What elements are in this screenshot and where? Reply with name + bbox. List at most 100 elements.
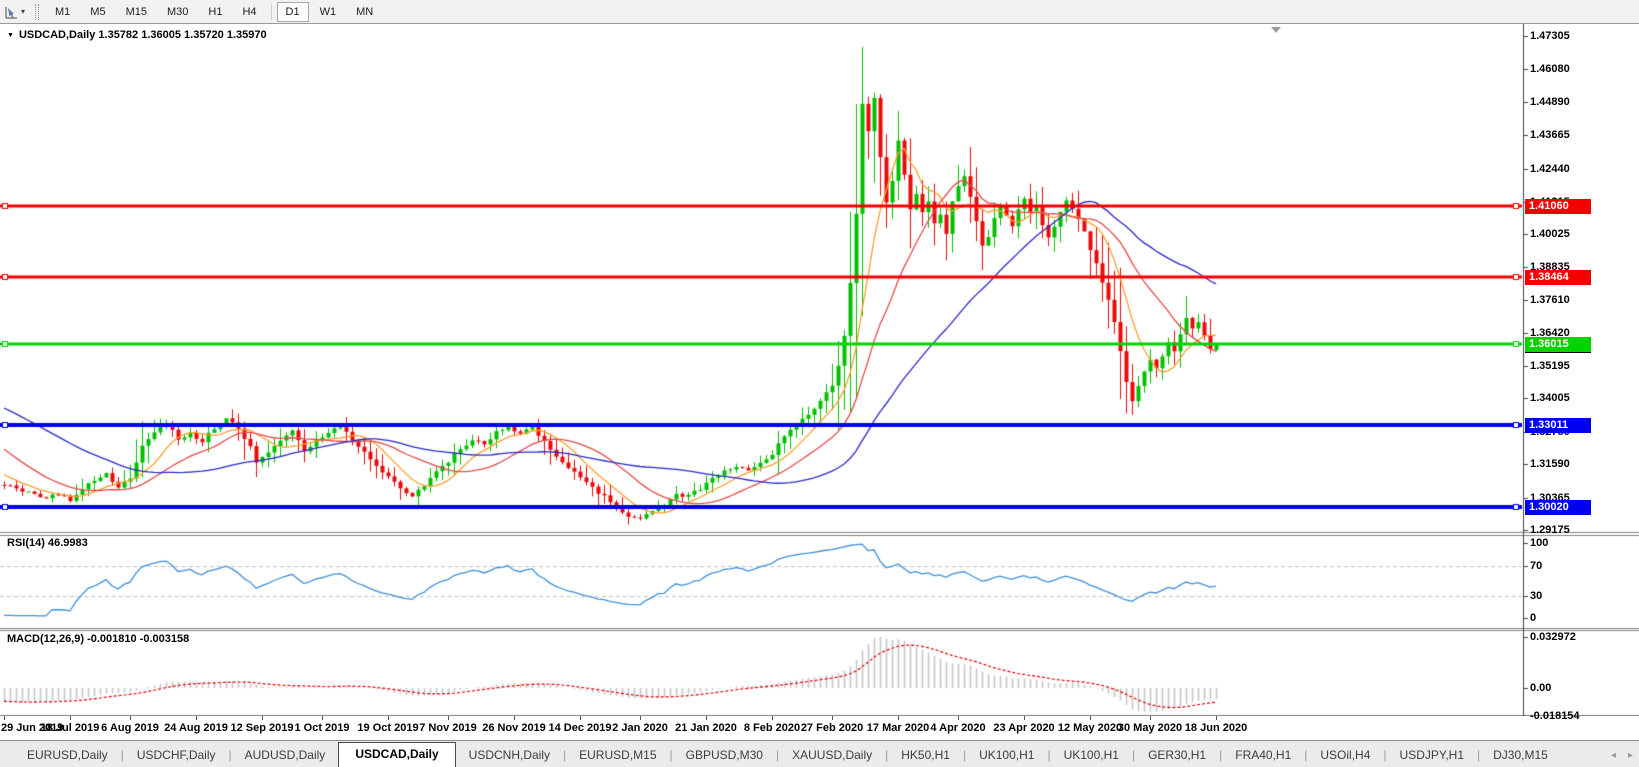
chart-tab-usdchf-daily[interactable]: USDCHF,Daily [136, 748, 216, 762]
tab-scroll-right-icon[interactable]: ▸ [1627, 750, 1633, 761]
price-tick-label: 1.31590 [1530, 458, 1570, 471]
time-tick [1216, 716, 1217, 720]
time-tick [772, 716, 773, 720]
chart-tab-uk100-h1[interactable]: UK100,H1 [979, 748, 1035, 762]
date-tick-label: 14 Dec 2019 [548, 722, 612, 734]
price-chart-canvas[interactable] [0, 24, 1639, 716]
timeframe-button-w1[interactable]: W1 [319, 5, 337, 18]
chart-tab-audusd-daily[interactable]: AUDUSD,Daily [244, 748, 326, 762]
date-tick-label: 7 Nov 2019 [419, 722, 477, 734]
rsi-indicator-label: RSI(14) 46.9983 [7, 537, 88, 549]
chart-title-text: USDCAD,Daily 1.35782 1.36005 1.35720 1.3… [18, 29, 267, 41]
date-tick-label: 19 Oct 2019 [357, 722, 419, 734]
tab-separator: | [775, 748, 780, 762]
chart-tab-hk50-h1[interactable]: HK50,H1 [901, 748, 950, 762]
date-tick-label: 26 Nov 2019 [482, 722, 546, 734]
hline-price-label[interactable]: 1.30020 [1525, 499, 1591, 515]
chart-tab-ger30-h1[interactable]: GER30,H1 [1148, 748, 1207, 762]
toolbar-grip[interactable] [35, 3, 40, 20]
date-tick-label: 8 Feb 2020 [743, 722, 801, 734]
time-tick [640, 716, 641, 720]
tab-separator: | [1304, 748, 1308, 762]
title-dropdown-icon[interactable]: ▼ [7, 31, 14, 39]
hline-price-label[interactable]: 1.41060 [1525, 199, 1591, 215]
time-tick [130, 716, 131, 720]
chart-tab-usdcnh-daily[interactable]: USDCNH,Daily [468, 748, 551, 762]
rsi-tick-label: 100 [1530, 537, 1549, 549]
chart-tab-usoil-h4[interactable]: USOil,H4 [1320, 748, 1371, 762]
chart-tabs-bar: EURUSD,Daily | USDCHF,Daily | AUDUSD,Daily US… [0, 740, 1639, 767]
time-axis: 29 Jun 2019 18 Jul 2019 6 Aug 2019 24 Aug 2… [0, 716, 1639, 740]
rsi-tick-label: 70 [1530, 559, 1543, 572]
hline-price-label[interactable]: 1.36015 [1525, 336, 1591, 352]
date-tick-label: 1 Oct 2019 [294, 722, 350, 734]
chart-tab-fra40-h1[interactable]: FRA40,H1 [1235, 748, 1292, 762]
date-tick-label: 12 Sep 2019 [230, 722, 294, 734]
chart-tab-dj30-m15[interactable]: DJ30,M15 [1493, 748, 1548, 762]
dropdown-caret-icon[interactable]: ▾ [21, 7, 26, 16]
price-tick-label: 1.35195 [1530, 359, 1570, 372]
date-tick-label: 18 Jul 2019 [40, 722, 100, 734]
tab-separator: | [962, 748, 967, 762]
price-tick-label: 1.40025 [1530, 228, 1570, 241]
tab-separator: | [228, 748, 232, 762]
chart-title: ▼ USDCAD,Daily 1.35782 1.36005 1.35720 1… [7, 29, 267, 41]
timeframe-toolbar: ▾ M1 M5 M15 M30 H1 H4 D1 W1 MN [0, 0, 1639, 24]
tab-separator: | [1131, 748, 1136, 762]
chart-tab-xauusd-daily[interactable]: XAUUSD,Daily [792, 748, 873, 762]
chart-tab-gbpusd-m30[interactable]: GBPUSD,M30 [685, 748, 763, 762]
timeframe-button-mn[interactable]: MN [356, 5, 374, 18]
price-tick-label: 1.38835 [1530, 260, 1570, 273]
price-tick-label: 1.47305 [1530, 30, 1570, 42]
time-tick [1150, 716, 1151, 720]
chart-tab-uk100-h1[interactable]: UK100,H1 [1063, 748, 1119, 762]
tab-separator: | [1383, 748, 1387, 762]
timeframe-button-h4[interactable]: H4 [242, 5, 257, 18]
time-tick [196, 716, 197, 720]
time-tick [898, 716, 899, 720]
time-tick [514, 716, 515, 720]
time-tick [1090, 716, 1091, 720]
tab-separator: | [120, 748, 124, 762]
tab-separator: | [1219, 748, 1223, 762]
price-tick-label: 1.36420 [1530, 326, 1570, 339]
price-tick-label: 1.42440 [1530, 162, 1570, 175]
price-tick-label: 1.44890 [1530, 95, 1570, 108]
time-tick [580, 716, 581, 720]
tab-scroll-left-icon[interactable]: ◂ [1610, 750, 1616, 761]
tab-separator: | [885, 748, 889, 762]
timeframe-button-m1[interactable]: M1 [55, 5, 71, 18]
date-tick-label: 6 Aug 2019 [101, 722, 159, 734]
date-tick-label: 30 May 2020 [1117, 722, 1183, 734]
time-tick [262, 716, 263, 720]
tab-separator: | [669, 748, 673, 762]
timeframe-button-d1[interactable]: D1 [276, 1, 309, 22]
time-tick [322, 716, 323, 720]
macd-indicator-label: MACD(12,26,9) -0.001810 -0.003158 [7, 633, 190, 645]
date-tick-label: 18 Jun 2020 [1184, 722, 1248, 734]
time-tick [832, 716, 833, 720]
time-tick [1024, 716, 1025, 720]
tab-separator: | [1047, 748, 1051, 762]
macd-tick-label: -0.018154 [1530, 710, 1580, 723]
chart-tab-usdjpy-h1[interactable]: USDJPY,H1 [1399, 748, 1465, 762]
chart-cursor-icon[interactable] [3, 3, 21, 21]
timeframe-buttons: M1 M5 M15 M30 H1 H4 D1 W1 MN [45, 0, 383, 23]
chart-tab-eurusd-daily[interactable]: EURUSD,Daily [27, 748, 108, 762]
tab-scroll-arrows: ◂ ▸ [1611, 750, 1633, 761]
toolbar-separator [270, 3, 272, 20]
date-tick-label: 2 Jan 2020 [612, 722, 668, 734]
hline-price-label[interactable]: 1.38464 [1525, 269, 1591, 285]
time-tick [706, 716, 707, 720]
timeframe-button-m30[interactable]: M30 [166, 5, 189, 18]
timeframe-button-m15[interactable]: M15 [125, 5, 147, 18]
time-tick [958, 716, 959, 720]
chart-tabs: EURUSD,Daily | USDCHF,Daily | AUDUSD,Daily US… [0, 741, 1561, 767]
chart-shift-icon[interactable] [1271, 27, 1281, 33]
chart-tab-usdcad-daily[interactable]: USDCAD,Daily [338, 742, 456, 767]
chart-window: ▼ USDCAD,Daily 1.35782 1.36005 1.35720 1… [0, 24, 1639, 740]
timeframe-button-h1[interactable]: H1 [208, 5, 223, 18]
chart-tab-eurusd-m15[interactable]: EURUSD,M15 [579, 748, 657, 762]
timeframe-button-m5[interactable]: M5 [90, 5, 106, 18]
hline-price-label[interactable]: 1.33011 [1525, 418, 1591, 434]
